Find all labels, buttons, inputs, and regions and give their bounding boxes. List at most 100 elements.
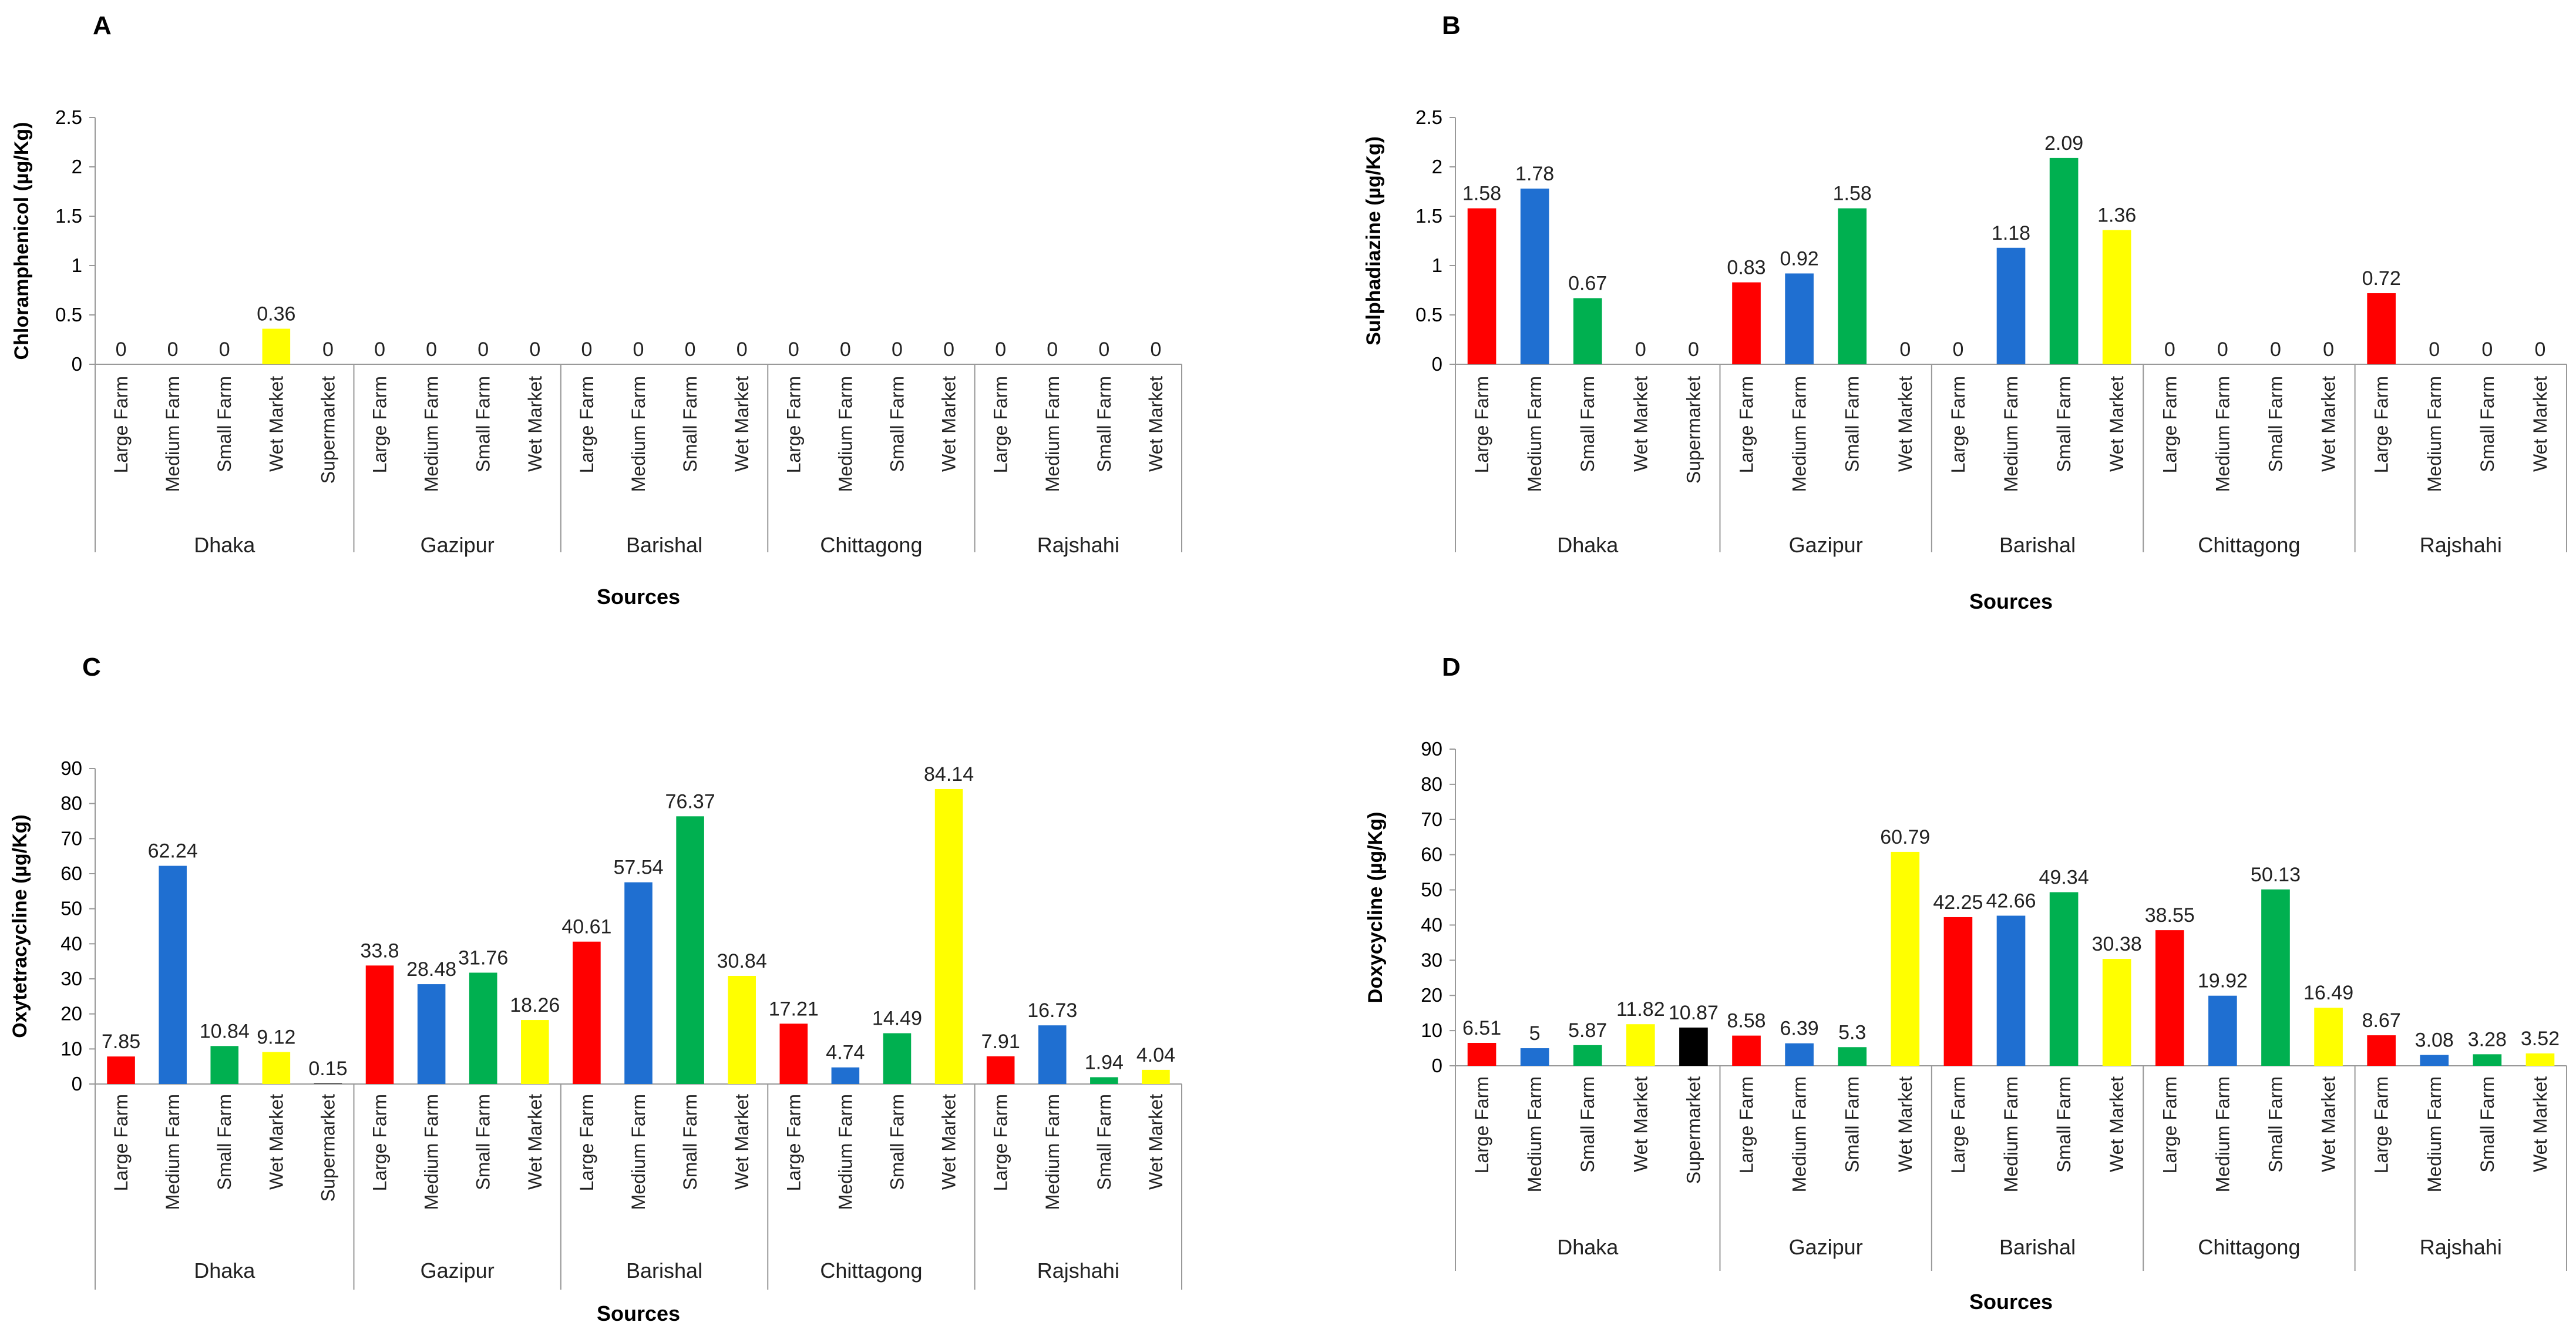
bar-dhaka-large-farm [107, 1056, 135, 1084]
data-label: 0 [633, 338, 644, 361]
data-label: 31.76 [458, 947, 508, 969]
data-label: 16.49 [2303, 982, 2353, 1004]
x-axis-label: Sources [1969, 589, 2053, 613]
category-label: Large Farm [2159, 376, 2180, 473]
bar-rajshahi-large-farm [986, 1056, 1015, 1084]
category-label: Large Farm [2371, 376, 2392, 473]
group-label-chittagong: Chittagong [2198, 1235, 2300, 1259]
data-label: 7.85 [102, 1031, 140, 1053]
bar-barishal-medium-farm [624, 882, 653, 1084]
category-label: Wet Market [2106, 1076, 2127, 1172]
group-label-barishal: Barishal [626, 1259, 702, 1283]
category-label: Medium Farm [1789, 376, 1810, 492]
data-label: 0 [1635, 338, 1646, 361]
y-axis-label: Chloramphenicol (µg/Kg) [11, 122, 33, 360]
bar-chittagong-wet-market [934, 788, 963, 1084]
category-label: Wet Market [939, 1094, 960, 1190]
y-tick-label: 0.5 [1415, 304, 1442, 325]
group-label-gazipur: Gazipur [1789, 533, 1863, 557]
x-axis-label: Sources [597, 585, 680, 609]
category-label: Medium Farm [2212, 376, 2233, 492]
y-tick-label: 10 [60, 1038, 82, 1059]
bar-chittagong-medium-farm [831, 1067, 860, 1084]
data-label: 0 [1688, 338, 1699, 361]
y-tick-label: 2 [72, 156, 82, 177]
data-label: 0.72 [2362, 267, 2401, 290]
data-label: 0.92 [1780, 247, 1819, 270]
bar-gazipur-small-farm [469, 972, 497, 1084]
data-label: 6.51 [1462, 1017, 1501, 1039]
group-label-barishal: Barishal [1999, 1235, 2076, 1259]
category-label: Small Farm [1577, 376, 1598, 472]
group-label-gazipur: Gazipur [1789, 1235, 1863, 1259]
data-label: 7.91 [981, 1031, 1020, 1053]
category-label: Large Farm [576, 1094, 597, 1191]
bar-rajshahi-medium-farm [1038, 1025, 1067, 1084]
category-label: Small Farm [1842, 1076, 1863, 1173]
data-label: 10.84 [200, 1020, 250, 1042]
data-label: 40.61 [561, 916, 611, 938]
category-label: Small Farm [680, 1094, 701, 1190]
category-label: Medium Farm [1789, 1076, 1810, 1192]
data-label: 10.87 [1669, 1002, 1719, 1024]
data-label: 1.58 [1462, 183, 1501, 205]
category-label: Medium Farm [628, 1094, 649, 1210]
data-label: 0 [995, 338, 1006, 361]
category-label: Small Farm [1577, 1076, 1598, 1173]
group-label-dhaka: Dhaka [1557, 1235, 1619, 1259]
bar-dhaka-large-farm [1467, 208, 1496, 364]
category-label: Large Farm [1471, 1076, 1492, 1173]
data-label: 1.36 [2097, 204, 2136, 227]
bar-dhaka-small-farm [1573, 1045, 1602, 1066]
data-label: 60.79 [1880, 826, 1930, 848]
panel-a: A 0 0.5 1 1.5 2 2.5 0 Large Farm 0 Medium Farm 0 Sma… [11, 11, 1182, 609]
category-label: Medium Farm [162, 1094, 183, 1210]
category-label: Wet Market [1895, 1076, 1916, 1172]
data-label: 33.8 [360, 939, 399, 962]
category-label: Large Farm [576, 376, 597, 473]
category-label: Wet Market [1895, 376, 1916, 472]
bar-gazipur-large-farm [1732, 1035, 1761, 1066]
y-tick-label: 50 [60, 898, 82, 919]
group-label-rajshahi: Rajshahi [2420, 533, 2502, 557]
bar-barishal-small-farm [2049, 892, 2079, 1066]
category-label: Small Farm [886, 376, 907, 472]
bar-chittagong-small-farm [2261, 889, 2290, 1066]
bar-rajshahi-wet-market [2525, 1053, 2555, 1066]
category-label: Small Farm [680, 376, 701, 472]
data-label: 0 [167, 338, 179, 361]
data-label: 8.58 [1727, 1010, 1765, 1032]
data-label: 0 [1150, 338, 1161, 361]
bar-dhaka-small-farm [210, 1046, 239, 1084]
data-label: 0 [1899, 338, 1911, 361]
category-label: Wet Market [2106, 376, 2127, 472]
data-label: 0 [840, 338, 851, 361]
data-label: 84.14 [924, 763, 974, 786]
category-label: Wet Market [265, 376, 287, 472]
y-tick-label: 20 [60, 1003, 82, 1025]
y-tick-label: 40 [60, 932, 82, 954]
category-label: Supermarket [1683, 376, 1704, 484]
category-label: Medium Farm [2424, 1076, 2445, 1192]
group-label-chittagong: Chittagong [2198, 533, 2300, 557]
y-axis-label: Doxycycline (µg/Kg) [1364, 812, 1387, 1004]
data-label: 4.04 [1136, 1044, 1175, 1066]
bar-dhaka-wet-market [262, 1052, 291, 1084]
y-tick-label: 60 [1421, 844, 1442, 865]
category-label: Large Farm [783, 376, 804, 473]
data-label: 50.13 [2251, 864, 2301, 886]
category-label: Medium Farm [835, 1094, 856, 1210]
category-label: Medium Farm [835, 376, 856, 492]
data-label: 5.87 [1568, 1019, 1607, 1042]
category-label: Medium Farm [421, 1094, 442, 1210]
data-label: 57.54 [613, 857, 663, 879]
data-label: 3.28 [2468, 1028, 2507, 1051]
data-label: 0 [788, 338, 799, 361]
y-tick-label: 10 [1421, 1019, 1442, 1041]
data-label: 0 [2164, 338, 2175, 361]
category-label: Small Farm [473, 1094, 494, 1190]
y-tick-label: 0 [72, 1073, 82, 1095]
data-label: 0 [2270, 338, 2281, 361]
bar-gazipur-wet-market [521, 1020, 549, 1084]
